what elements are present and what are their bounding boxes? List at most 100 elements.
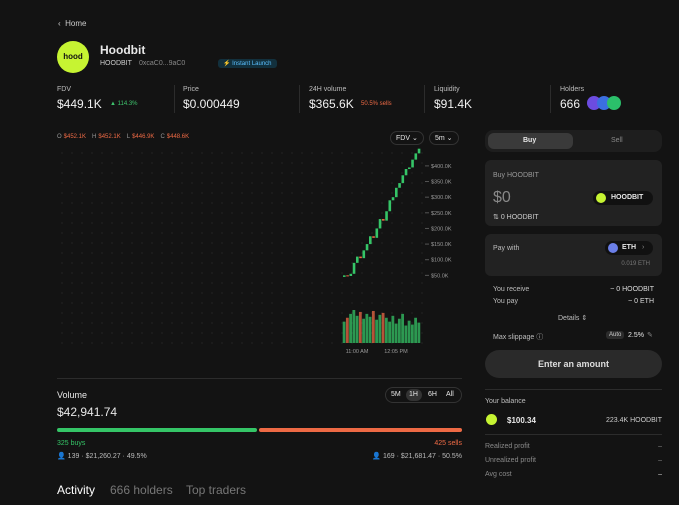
stat-value: $449.1K (57, 97, 102, 111)
divider (424, 85, 425, 113)
details-text[interactable]: Details (558, 315, 580, 322)
back-link[interactable]: ‹ Home (58, 19, 87, 28)
volume-bar (355, 315, 359, 343)
sell-bar (259, 428, 462, 432)
sell-stats-text: 169 · $21,681.47 · 50.5% (382, 453, 462, 460)
converted: ⇅ 0 HOODBIT (493, 214, 539, 221)
pay-label: Pay with (493, 245, 520, 252)
sell-stats: 👤 169 · $21,681.47 · 50.5% (372, 453, 462, 460)
stat-label: FDV (57, 86, 71, 93)
volume-bar (365, 313, 369, 343)
candle (372, 236, 375, 238)
stat-label: Liquidity (434, 86, 460, 93)
buy-amount[interactable]: $0 (493, 189, 511, 206)
y-tick-label: $300.0K (431, 195, 452, 201)
selector[interactable]: FDV ⌄ (390, 131, 424, 145)
badge: ⚡ Instant Launch (218, 59, 277, 68)
candle (352, 262, 356, 274)
candle (382, 219, 385, 221)
toggle-active (488, 133, 573, 149)
volume-bar (394, 323, 398, 343)
profit-value: – (658, 457, 662, 464)
buys: 325 buys (57, 440, 86, 447)
ohlc-key: H (92, 134, 97, 140)
ohlc-value: $446.9K (132, 134, 155, 140)
y-tick-label: $200.0K (431, 226, 452, 232)
range-tabs (385, 387, 462, 403)
y-tick-label: $150.0K (431, 242, 452, 248)
token-address[interactable]: 0xcaC0...9aC0 (139, 60, 186, 67)
y-tick-label: $100.0K (431, 258, 452, 264)
y-tick-label: $400.0K (431, 164, 452, 170)
volume-bar (391, 315, 395, 343)
candle (375, 228, 379, 238)
balance-icon (486, 414, 497, 425)
selector-text[interactable]: 5m (435, 135, 445, 142)
submit-button[interactable] (485, 350, 662, 378)
buy-stats: 👤 139 · $21,260.27 · 49.5% (57, 453, 147, 460)
x-tick-label: 12:05 PM (384, 349, 408, 355)
candle (346, 275, 349, 277)
range-tab[interactable]: All (446, 391, 454, 398)
candle (343, 275, 346, 277)
stat-change-text: 114.3% (117, 101, 138, 107)
submit-text[interactable]: Enter an amount (537, 359, 609, 369)
divider (485, 389, 662, 390)
volume-bar (362, 318, 365, 343)
volume-bar (410, 324, 414, 343)
tab[interactable]: Activity (57, 483, 96, 497)
selector-text[interactable]: FDV (396, 135, 410, 142)
candle (369, 236, 372, 245)
row-value: ~ 0 ETH (628, 298, 654, 305)
range-tab[interactable]: 5M (391, 391, 401, 398)
slippage-auto[interactable]: Auto (606, 331, 625, 339)
token-pill[interactable] (593, 191, 653, 205)
volume-bar (345, 317, 349, 343)
buy-stats-text: 139 · $21,260.27 · 49.5% (67, 453, 147, 460)
candle (378, 219, 382, 229)
slippage-label: Max slippage ⓘ (493, 334, 544, 341)
candle (401, 175, 405, 184)
y-tick-label: $350.0K (431, 180, 452, 186)
tab[interactable]: Top traders (186, 483, 247, 497)
token-pill-text[interactable]: HOODBIT (611, 194, 644, 201)
converted-text: 0 HOODBIT (500, 214, 539, 221)
ohlc-value: $452.1K (63, 134, 87, 140)
volume-bar (414, 317, 417, 343)
toggle-buy[interactable]: Buy (523, 137, 537, 144)
row-label: You pay (493, 298, 519, 305)
candle (356, 256, 359, 263)
candle (365, 244, 369, 251)
details[interactable]: Details ⇕ (558, 315, 588, 322)
profit-label: Realized profit (485, 443, 530, 450)
pay-token[interactable]: ETH (622, 244, 636, 251)
ohlc-key: C (160, 134, 165, 140)
volume-bar (404, 325, 408, 343)
balance-tokens: 223.4K HOODBIT (605, 417, 662, 424)
y-tick-label: $50.0K (431, 273, 449, 279)
volume-bar (407, 320, 411, 343)
row-label: You receive (493, 286, 530, 293)
range-tab[interactable]: 6H (428, 391, 437, 398)
back-text[interactable]: Home (65, 19, 87, 28)
token-symbol: HOODBIT (100, 60, 132, 67)
balance-title: Your balance (485, 398, 526, 405)
selector[interactable]: 5m ⌄ (429, 131, 459, 145)
divider (57, 378, 462, 379)
tab[interactable]: 666 holders (110, 483, 173, 497)
token-name: Hoodbit (100, 43, 146, 57)
token-icon (596, 193, 606, 203)
buy-label: Buy HOODBIT (493, 172, 539, 179)
volume-bar (397, 318, 401, 343)
toggle-sell[interactable]: Sell (611, 137, 623, 144)
eth-icon (608, 243, 618, 253)
stat-label: 24H volume (309, 86, 347, 93)
profit-value: – (658, 443, 662, 450)
stat-value: $0.000449 (183, 97, 240, 111)
candle (388, 200, 392, 212)
range-tab[interactable]: 1H (409, 391, 418, 398)
volume-bar (375, 319, 378, 343)
stat-label: Holders (560, 86, 585, 93)
edit-icon[interactable]: ✎ (647, 332, 653, 339)
x-tick-label: 11:00 AM (346, 349, 369, 355)
